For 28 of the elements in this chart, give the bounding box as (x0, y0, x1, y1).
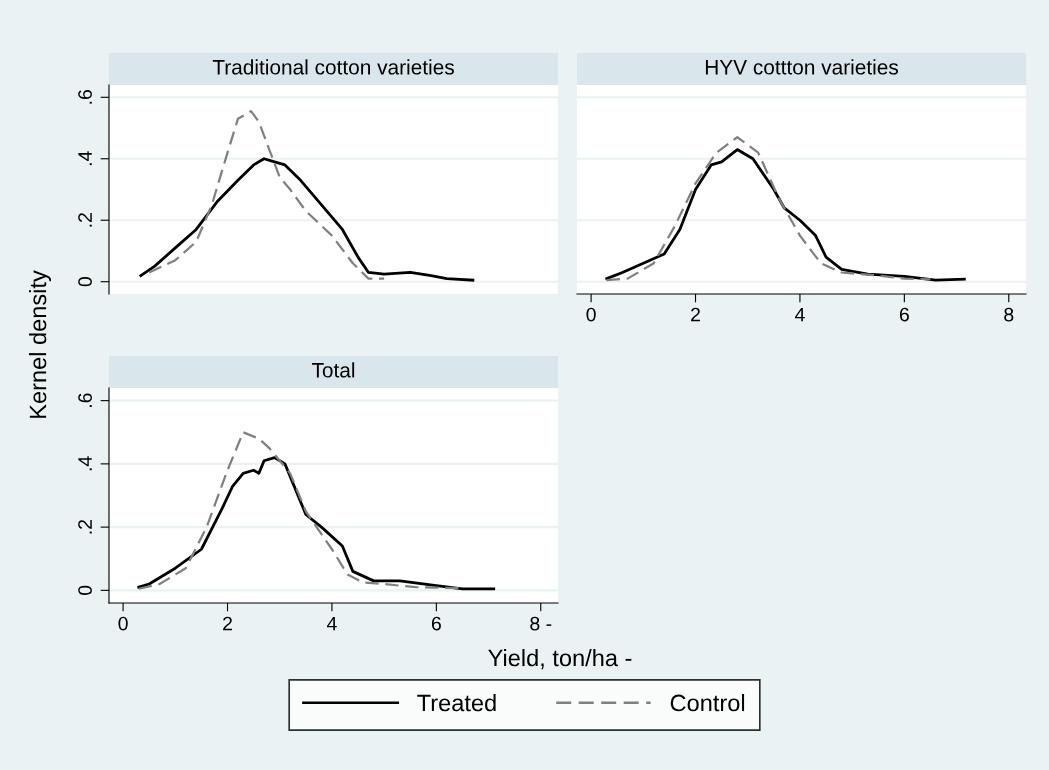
y-tick-label: .6 (78, 393, 92, 407)
line-series (148, 110, 386, 280)
chart-title: HYV cottton varieties (705, 59, 899, 75)
y-tick-label: .2 (78, 213, 92, 227)
x-tick-label: 6 (431, 616, 441, 631)
line-series (139, 157, 475, 282)
y-tick-label: .4 (78, 151, 92, 166)
y-tick-label: .4 (78, 456, 92, 471)
x-tick-label: 0 (586, 307, 596, 322)
chart-title: Total (311, 362, 355, 378)
x-tick-label: 8 (1004, 307, 1014, 322)
y-tick-label: .6 (78, 90, 92, 104)
x-tick-label: 8 - (530, 616, 552, 631)
y-tick-label: .2 (78, 519, 92, 534)
x-tick-label: 4 (794, 307, 805, 322)
x-tick-label: 2 (691, 307, 700, 322)
x-tick-label: 4 (326, 616, 337, 631)
y-tick-label: 0 (78, 277, 92, 287)
x-axis-title: Yield, ton/ha - (488, 648, 632, 670)
chart-title: Traditional cotton varieties (212, 59, 454, 75)
y-tick-label: 0 (78, 585, 92, 595)
x-tick-label: 2 (223, 616, 232, 631)
line-series (137, 456, 496, 591)
x-tick-label: 6 (899, 307, 909, 322)
legend-label: Control (670, 693, 745, 712)
y-axis-title: Kernel density (29, 270, 51, 418)
legend-label: Treated (417, 693, 496, 712)
x-tick-label: 0 (118, 616, 128, 631)
